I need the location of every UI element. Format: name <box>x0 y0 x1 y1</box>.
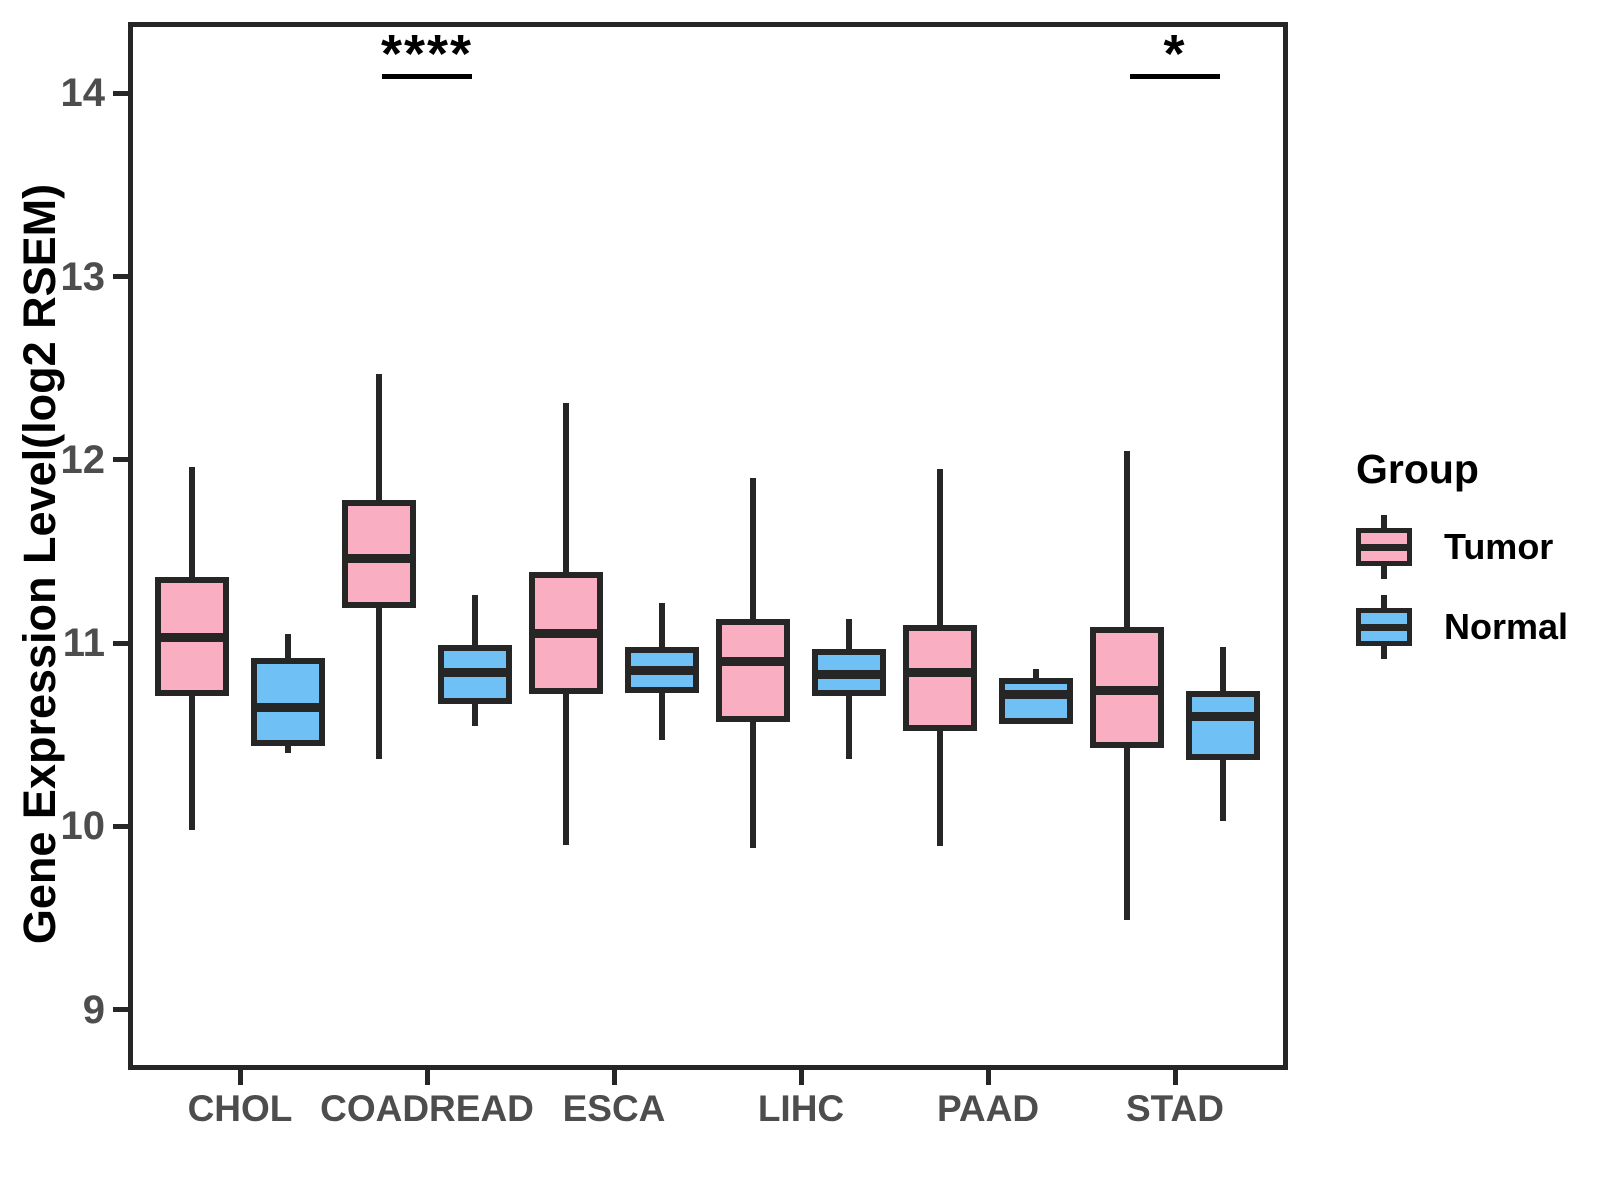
x-tick-label: LIHC <box>757 1088 845 1129</box>
tumor-median-COADREAD <box>342 554 416 564</box>
tumor-median-CHOL <box>155 633 229 643</box>
normal-median-ESCA <box>625 666 699 676</box>
significance-line-COADREAD <box>382 74 472 79</box>
significance-stars-COADREAD: **** <box>380 24 474 84</box>
y-axis-tick <box>113 640 128 646</box>
y-tick-label: 10 <box>60 804 106 849</box>
y-axis-tick <box>113 823 128 829</box>
tumor-median-LIHC <box>716 656 790 666</box>
y-axis-tick <box>113 457 128 463</box>
normal-median-COADREAD <box>438 667 512 677</box>
x-axis-tick <box>985 1070 991 1085</box>
normal-box-STAD <box>1186 690 1260 761</box>
y-tick-label: 13 <box>60 254 106 299</box>
legend-entry-normal: Normal <box>1356 595 1568 659</box>
legend-label-tumor: Tumor <box>1444 526 1554 567</box>
tumor-box-PAAD <box>903 624 977 732</box>
x-axis-tick <box>1172 1070 1178 1085</box>
y-tick-label: 14 <box>60 71 106 116</box>
x-axis-tick <box>424 1070 430 1085</box>
x-tick-label: ESCA <box>562 1088 666 1129</box>
tumor-median-STAD <box>1090 686 1164 696</box>
plot-panel-border <box>128 22 1288 1070</box>
x-tick-label: PAAD <box>936 1088 1040 1129</box>
legend: Group Tumor Normal <box>1356 446 1568 675</box>
x-tick-label: STAD <box>1126 1088 1224 1129</box>
significance-line-STAD <box>1130 74 1220 79</box>
y-tick-label: 12 <box>60 437 106 482</box>
x-axis-tick <box>798 1070 804 1085</box>
normal-median-LIHC <box>812 669 886 679</box>
plot-panel: **** * <box>128 22 1288 1070</box>
key-median <box>1356 624 1412 631</box>
legend-title: Group <box>1356 446 1479 492</box>
y-tick-label: 9 <box>82 987 105 1032</box>
normal-median-STAD <box>1186 711 1260 721</box>
tumor-box-LIHC <box>716 619 790 722</box>
legend-entry-tumor: Tumor <box>1356 515 1568 579</box>
tumor-box-COADREAD <box>342 500 416 609</box>
x-axis-tick <box>237 1070 243 1085</box>
normal-median-PAAD <box>999 689 1073 699</box>
x-tick-label: COADREAD <box>320 1088 534 1129</box>
normal-box-CHOL <box>251 657 325 746</box>
normal-boxplot-key-icon <box>1356 595 1412 659</box>
y-axis-tick <box>113 274 128 280</box>
x-axis-tick <box>611 1070 617 1085</box>
x-tick-label: CHOL <box>187 1088 293 1129</box>
y-axis-tick <box>113 1007 128 1013</box>
tumor-median-ESCA <box>529 629 603 639</box>
normal-box-PAAD <box>999 677 1073 724</box>
legend-label-normal: Normal <box>1444 606 1569 647</box>
normal-median-CHOL <box>251 702 325 712</box>
tumor-median-PAAD <box>903 667 977 677</box>
significance-stars-STAD: * <box>1163 24 1187 84</box>
y-tick-label: 11 <box>62 621 105 666</box>
key-median <box>1356 544 1412 551</box>
tumor-boxplot-key-icon <box>1356 515 1412 579</box>
y-axis-tick <box>113 90 128 96</box>
